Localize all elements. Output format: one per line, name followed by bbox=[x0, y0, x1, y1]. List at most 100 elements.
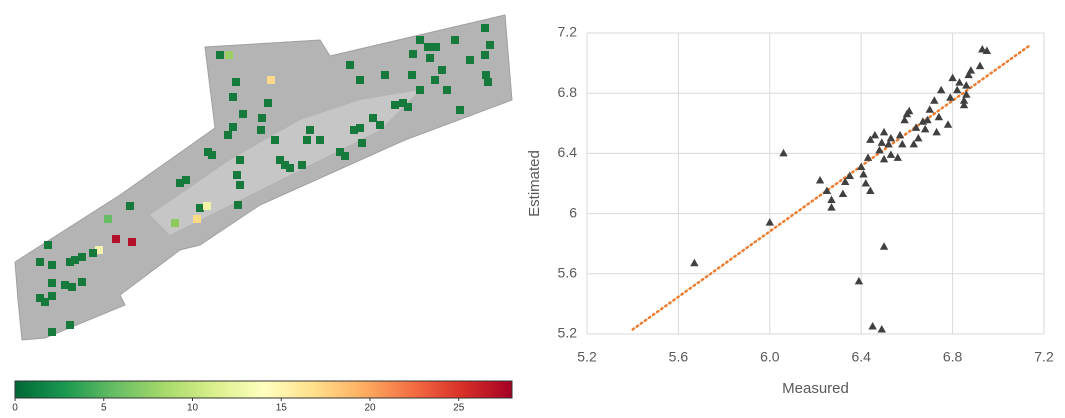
y-tick-label: 7.2 bbox=[558, 24, 578, 40]
sample-square bbox=[481, 51, 489, 59]
data-point bbox=[875, 146, 883, 154]
sample-square bbox=[239, 110, 247, 118]
sample-square bbox=[126, 202, 134, 210]
sample-square bbox=[369, 114, 377, 122]
sample-square bbox=[48, 328, 56, 336]
x-tick-label: 7.2 bbox=[1034, 349, 1054, 365]
sample-square bbox=[484, 78, 492, 86]
sample-square bbox=[416, 86, 424, 94]
sample-square bbox=[276, 156, 284, 164]
sample-square bbox=[196, 204, 204, 212]
sample-square bbox=[267, 76, 275, 84]
y-tick-label: 6.4 bbox=[558, 144, 578, 160]
data-point bbox=[859, 170, 867, 178]
sample-square bbox=[358, 139, 366, 147]
colorbar-tick-label: 25 bbox=[453, 403, 465, 414]
data-point bbox=[921, 125, 929, 133]
sample-square bbox=[66, 321, 74, 329]
sample-square bbox=[171, 219, 179, 227]
sample-square bbox=[306, 126, 314, 134]
sample-square bbox=[426, 54, 434, 62]
sample-square bbox=[229, 123, 237, 131]
data-point bbox=[868, 322, 876, 330]
sample-square bbox=[232, 78, 240, 86]
data-point bbox=[887, 150, 895, 158]
page: {"chart_data": [ {"type": "colorbar", "x… bbox=[0, 0, 1065, 418]
data-point bbox=[896, 131, 904, 139]
data-point bbox=[953, 86, 961, 94]
sample-square bbox=[112, 235, 120, 243]
data-point bbox=[878, 138, 886, 146]
sample-square bbox=[89, 249, 97, 257]
data-point bbox=[816, 176, 824, 184]
colorbar-tick-label: 15 bbox=[276, 403, 288, 414]
y-tick-label: 6.8 bbox=[558, 84, 578, 100]
sample-square bbox=[466, 56, 474, 64]
data-point bbox=[880, 155, 888, 163]
sample-square bbox=[229, 93, 237, 101]
x-tick-label: 6.4 bbox=[851, 349, 871, 365]
data-point bbox=[946, 93, 954, 101]
sample-square bbox=[78, 253, 86, 261]
x-tick-label: 5.2 bbox=[577, 349, 597, 365]
y-axis-title: Estimated bbox=[526, 150, 543, 217]
trendline bbox=[633, 45, 1031, 329]
sample-square bbox=[404, 103, 412, 111]
figure: 05101520255.25.66.06.46.87.25.25.666.46.… bbox=[0, 0, 1065, 418]
sample-square bbox=[376, 121, 384, 129]
sample-square bbox=[298, 161, 306, 169]
sample-square bbox=[416, 36, 424, 44]
map bbox=[15, 15, 512, 340]
data-point bbox=[779, 149, 787, 157]
x-tick-label: 6.8 bbox=[943, 349, 963, 365]
sample-square bbox=[216, 51, 224, 59]
data-point bbox=[967, 66, 975, 74]
data-point bbox=[905, 107, 913, 115]
sample-square bbox=[71, 256, 79, 264]
colorbar-tick-label: 10 bbox=[187, 403, 199, 414]
data-point bbox=[690, 259, 698, 267]
data-point bbox=[839, 190, 847, 198]
sample-square bbox=[61, 281, 69, 289]
sample-square bbox=[424, 43, 432, 51]
sample-square bbox=[48, 292, 56, 300]
data-point bbox=[864, 153, 872, 161]
sample-square bbox=[182, 176, 190, 184]
sample-square bbox=[236, 156, 244, 164]
sample-square bbox=[224, 131, 232, 139]
sample-square bbox=[451, 36, 459, 44]
sample-square bbox=[316, 136, 324, 144]
sample-square bbox=[208, 151, 216, 159]
sample-square bbox=[456, 106, 464, 114]
colorbar-tick-label: 20 bbox=[364, 403, 376, 414]
colorbar bbox=[15, 381, 512, 398]
sample-square bbox=[482, 71, 490, 79]
sample-square bbox=[286, 164, 294, 172]
data-point bbox=[930, 96, 938, 104]
sample-square bbox=[234, 201, 242, 209]
x-axis-title: Measured bbox=[782, 380, 849, 397]
data-point bbox=[948, 74, 956, 82]
data-point bbox=[932, 128, 940, 136]
sample-square bbox=[44, 241, 52, 249]
data-point bbox=[962, 81, 970, 89]
data-point bbox=[944, 120, 952, 128]
sample-square bbox=[41, 298, 49, 306]
sample-square bbox=[431, 76, 439, 84]
sample-square bbox=[409, 50, 417, 58]
data-point bbox=[823, 187, 831, 195]
colorbar-tick-label: 5 bbox=[101, 403, 107, 414]
data-point bbox=[914, 134, 922, 142]
sample-square bbox=[356, 124, 364, 132]
data-point bbox=[827, 196, 835, 204]
sample-square bbox=[257, 126, 265, 134]
sample-square bbox=[48, 261, 56, 269]
data-point bbox=[878, 325, 886, 333]
sample-square bbox=[225, 51, 233, 59]
y-tick-label: 6 bbox=[569, 204, 577, 220]
sample-square bbox=[486, 41, 494, 49]
sample-square bbox=[233, 171, 241, 179]
data-point bbox=[866, 187, 874, 195]
y-tick-label: 5.2 bbox=[558, 325, 578, 341]
x-tick-label: 5.6 bbox=[669, 349, 689, 365]
